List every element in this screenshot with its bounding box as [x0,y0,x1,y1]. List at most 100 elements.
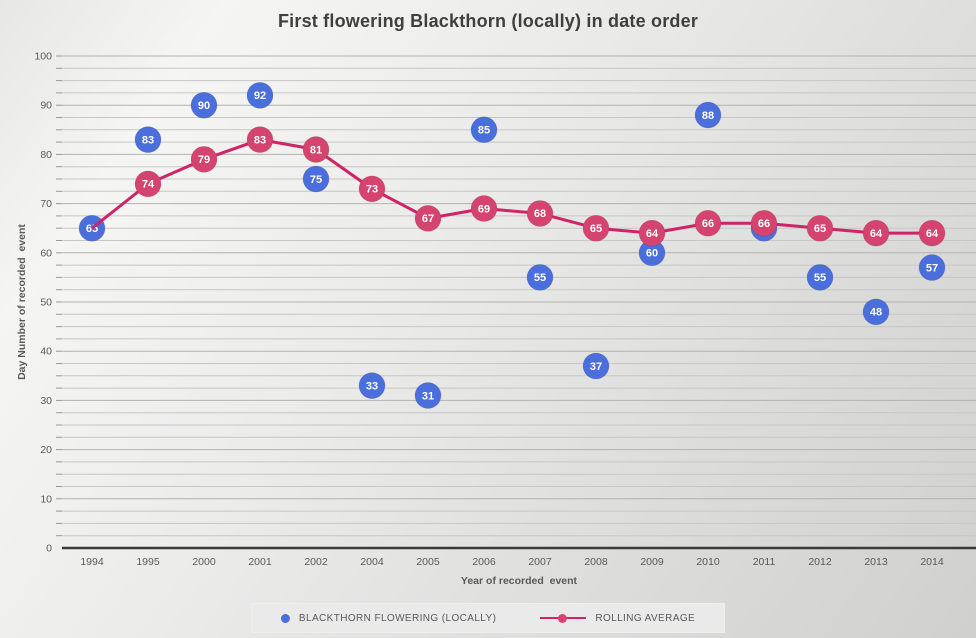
x-axis-tick-label-2012: 2012 [808,556,832,568]
data-point-blackthorn-2010[interactable]: 88 [694,101,722,129]
rolling-data-label: 74 [142,179,155,191]
data-point-blackthorn-2004[interactable]: 33 [358,372,386,400]
x-axis-tick-label-2014: 2014 [920,556,944,568]
plot-area: 0 10 20 30 40 50 60 70 80 90 100 1994 1995 2000 2001 20… [34,51,976,568]
rolling-marker [358,175,386,203]
y-axis-title: Day Number of recorded event [16,224,28,380]
x-axis-tick-label-1994: 1994 [80,556,104,568]
blackthorn-data-label: 90 [198,100,210,112]
y-axis-tick-label: 50 [40,297,52,309]
blackthorn-marker [470,116,498,144]
rolling-data-label: 65 [814,223,826,235]
data-point-blackthorn-2005[interactable]: 31 [414,382,442,409]
x-axis-tick-label-2011: 2011 [753,556,776,568]
blackthorn-data-label: 88 [702,110,714,122]
rolling-marker [246,126,274,154]
data-point-rolling-2010[interactable]: 66 [694,209,722,237]
blackthorn-marker [526,264,554,291]
blackthorn-marker [134,126,162,154]
y-axis-tick-label: 100 [34,51,52,63]
chart-title[interactable]: First flowering Blackthorn (locally) in … [277,11,699,31]
blackthorn-data-label: 31 [422,390,434,402]
y-axis-tick-label: 0 [46,543,52,555]
x-axis-tick-label-2010: 2010 [696,556,720,568]
blackthorn-data-label: 55 [814,272,826,284]
x-axis-tick-label-2013: 2013 [864,556,888,568]
blackthorn-marker [862,298,890,326]
rolling-marker [918,219,946,247]
rolling-data-label: 83 [254,134,266,146]
y-axis-tick-label: 10 [40,493,52,505]
rolling-marker [582,214,610,242]
rolling-data-label: 66 [758,218,770,230]
rolling-data-label: 65 [590,223,602,235]
data-point-rolling-2014[interactable]: 64 [918,219,946,247]
data-point-rolling-2004[interactable]: 73 [358,175,386,203]
rolling-marker [526,200,554,227]
data-point-blackthorn-2014[interactable]: 57 [918,254,946,281]
data-point-rolling-2012[interactable]: 65 [806,214,834,242]
data-point-blackthorn-1995[interactable]: 83 [134,126,162,154]
data-point-rolling-1995[interactable]: 74 [134,170,162,198]
legend-item-rolling-average[interactable]: ROLLING AVERAGE [540,613,695,624]
data-point-rolling-2001[interactable]: 83 [246,126,274,154]
y-axis-tick-label: 90 [40,100,52,112]
data-point-blackthorn-2007[interactable]: 55 [526,264,554,291]
rolling-data-label: 67 [422,213,434,225]
data-point-blackthorn-2008[interactable]: 37 [582,352,610,380]
rolling-data-label: 64 [646,228,659,240]
x-axis-tick-label-2008: 2008 [584,556,608,568]
data-point-rolling-2013[interactable]: 64 [862,219,890,247]
rolling-marker [414,204,442,232]
data-point-rolling-2009[interactable]: 64 [638,219,666,247]
legend-blue-dot-icon [280,613,290,623]
x-axis-title: Year of recorded event [460,575,578,587]
x-axis-tick-label-2007: 2007 [528,556,552,568]
y-axis-tick-label: 70 [40,198,52,210]
data-point-rolling-2007[interactable]: 68 [526,200,554,227]
y-axis-tick-label: 60 [40,247,52,259]
blackthorn-data-label: 33 [366,380,378,392]
rolling-data-label: 73 [366,184,378,196]
blackthorn-data-label: 85 [478,125,490,137]
data-point-rolling-2006[interactable]: 69 [470,195,498,222]
rolling-marker [302,136,330,163]
rolling-marker [190,145,218,173]
data-point-blackthorn-2001[interactable]: 92 [246,81,274,109]
data-point-rolling-2000[interactable]: 79 [190,145,218,173]
x-axis-tick-label-1995: 1995 [136,556,160,568]
x-axis-tick-label-2001: 2001 [248,556,272,568]
rolling-marker [694,209,722,237]
rolling-data-label: 79 [198,154,210,166]
y-axis-tick-label: 40 [40,346,52,358]
data-point-rolling-2011[interactable]: 66 [750,209,778,237]
x-axis-tick-label-2002: 2002 [304,556,328,568]
blackthorn-marker [190,91,218,119]
rolling-average-line [91,138,932,235]
data-point-blackthorn-2013[interactable]: 48 [862,298,890,326]
legend-label-rolling-average: ROLLING AVERAGE [595,612,696,624]
data-point-blackthorn-2000[interactable]: 90 [190,91,218,119]
data-point-rolling-2005[interactable]: 67 [414,204,442,232]
data-point-rolling-2008[interactable]: 65 [582,214,610,242]
blackthorn-data-label: 57 [926,262,938,274]
data-point-blackthorn-2006[interactable]: 85 [470,116,498,144]
legend: BLACKTHORN FLOWERING (LOCALLY) ROLLING A… [250,603,726,633]
data-point-blackthorn-2012[interactable]: 55 [806,264,834,291]
legend-item-blackthorn-flowering[interactable]: BLACKTHORN FLOWERING (LOCALLY) [280,612,497,624]
rolling-marker [750,209,778,237]
rolling-marker [862,219,890,247]
blackthorn-marker [806,264,834,291]
legend-label-blackthorn: BLACKTHORN FLOWERING (LOCALLY) [298,612,497,624]
blackthorn-marker [358,372,386,400]
rolling-data-label: 64 [926,228,939,240]
data-point-rolling-2002[interactable]: 81 [302,136,330,163]
blackthorn-data-label: 55 [534,272,546,284]
rolling-marker [806,214,834,242]
y-axis-tick-label: 80 [40,149,52,161]
x-axis-tick-label-2006: 2006 [472,556,496,568]
x-axis-tick-label-2000: 2000 [192,556,216,568]
rolling-marker [638,219,666,247]
data-point-blackthorn-2002[interactable]: 75 [302,165,330,193]
